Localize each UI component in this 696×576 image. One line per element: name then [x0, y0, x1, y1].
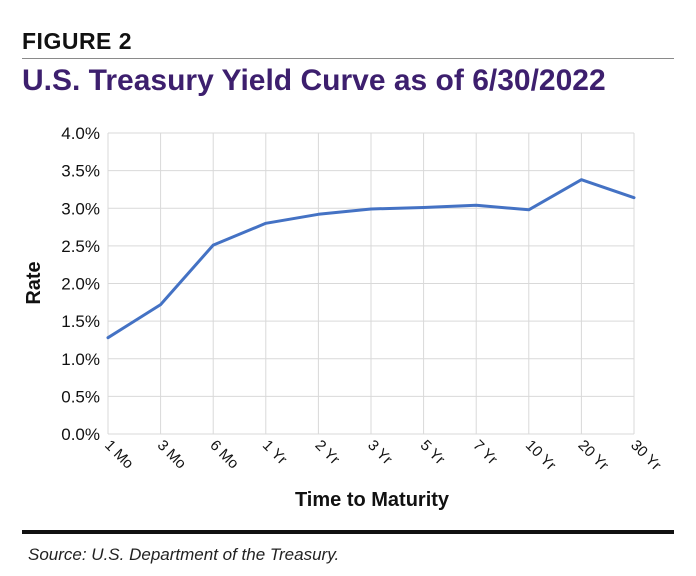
x-tick-label: 3 Mo — [154, 437, 190, 473]
y-tick-label: 3.0% — [61, 199, 100, 218]
yield-data-point — [212, 243, 215, 247]
yield-data-point — [159, 303, 162, 306]
source-note: Source: U.S. Department of the Treasury. — [28, 545, 340, 564]
x-tick-labels: 1 Mo 3 Mo 6 Mo 1 Yr 2 Yr 3 Yr 5 Yr 7 Yr 10 Yr 20 … — [101, 437, 664, 474]
x-tick-label: 6 Mo — [206, 437, 242, 473]
x-tick-label: 3 Yr — [364, 437, 395, 468]
y-tick-label: 2.0% — [61, 275, 100, 294]
yield-data-point — [369, 207, 373, 211]
yield-data-point — [527, 208, 530, 211]
y-tick-label: 0.5% — [61, 387, 100, 406]
y-tick-label: 1.0% — [61, 350, 100, 369]
y-tick-labels: 0.0% 0.5% 1.0% 1.5% 2.0% 2.5% 3.0% 3.5% 4.0% — [61, 124, 100, 444]
y-tick-label: 1.5% — [61, 312, 100, 331]
x-tick-label: 1 Yr — [259, 437, 290, 468]
x-tick-label: 10 Yr — [522, 437, 559, 474]
x-tick-label: 1 Mo — [101, 437, 137, 473]
y-tick-label: 3.5% — [61, 162, 100, 181]
yield-data-point — [422, 206, 425, 209]
yield-data-point — [632, 196, 636, 199]
top-divider — [22, 58, 674, 59]
yield-data-point — [317, 213, 320, 216]
x-tick-label: 5 Yr — [417, 437, 448, 468]
chart-title: U.S. Treasury Yield Curve as of 6/30/202… — [22, 64, 606, 97]
x-axis-label: Time to Maturity — [295, 489, 450, 511]
yield-data-point — [264, 222, 267, 225]
bottom-divider — [22, 530, 674, 534]
x-tick-label: 30 Yr — [627, 437, 664, 474]
yield-data-point — [106, 336, 110, 339]
x-tick-label: 2 Yr — [312, 437, 343, 468]
x-tick-label: 7 Yr — [469, 437, 500, 468]
y-axis-label: Rate — [23, 261, 45, 304]
series-layer — [106, 178, 636, 340]
grid-layer — [107, 132, 635, 435]
x-tick-label: 20 Yr — [575, 437, 612, 474]
yield-data-point — [475, 204, 478, 207]
yield-data-point — [580, 178, 583, 181]
figure-label: FIGURE 2 — [22, 28, 133, 54]
y-tick-label: 2.5% — [61, 237, 100, 256]
y-tick-label: 4.0% — [61, 124, 100, 143]
y-tick-label: 0.0% — [61, 425, 100, 444]
